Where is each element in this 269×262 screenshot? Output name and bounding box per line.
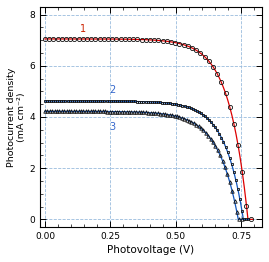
Text: 2: 2 bbox=[109, 85, 115, 95]
X-axis label: Photovoltage (V): Photovoltage (V) bbox=[107, 245, 194, 255]
Text: 3: 3 bbox=[109, 122, 115, 132]
Y-axis label: Photocurrent density
(mA cm⁻²): Photocurrent density (mA cm⁻²) bbox=[7, 67, 26, 167]
Text: 1: 1 bbox=[80, 24, 86, 34]
